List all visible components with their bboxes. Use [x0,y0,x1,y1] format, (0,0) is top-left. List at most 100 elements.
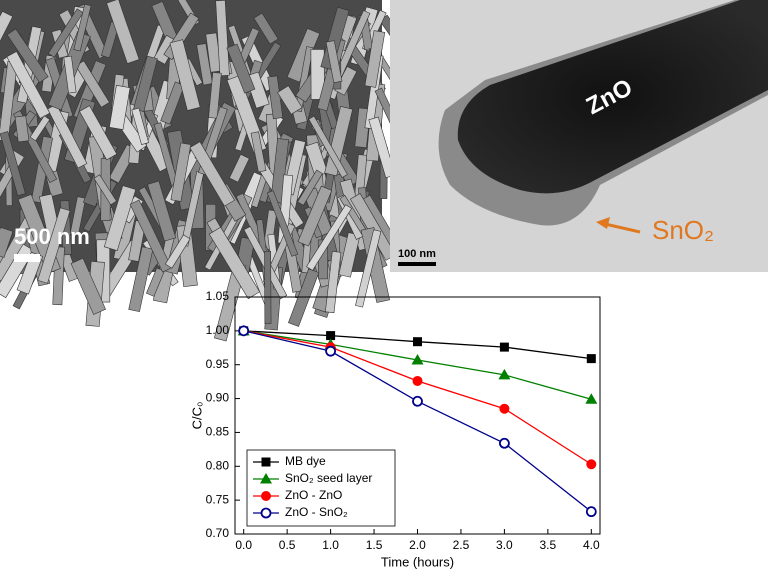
marker [325,345,336,357]
nanorod [79,105,118,161]
tem-scale-bar [398,262,436,266]
y-tick-label: 1.05 [206,289,230,303]
y-tick-label: 0.80 [206,458,230,472]
y-tick-label: 0.70 [206,526,230,540]
y-tick-label: 0.90 [206,391,230,405]
x-tick-label: 2.0 [409,538,426,552]
marker [585,393,598,404]
tem-core [457,0,768,194]
nanorod [69,196,86,236]
x-tick-label: 1.5 [366,538,383,552]
nanorod [0,226,14,258]
nanorod [297,169,323,206]
marker [586,459,597,470]
y-tick-label: 0.85 [206,425,230,439]
nanorod [106,0,140,64]
nanorod [47,8,84,58]
nanorod [0,131,26,197]
sem-scale-bar [14,254,40,262]
marker [499,437,510,449]
marker [499,403,510,414]
nanorod [169,39,201,111]
marker [261,491,271,501]
nanorod [108,85,131,130]
x-tick-label: 0.5 [279,538,296,552]
y-tick-label: 0.95 [206,357,230,371]
tem-arrow-head [596,217,610,229]
x-tick-label: 2.5 [453,538,470,552]
tem-shell-label: SnO₂ [652,215,714,245]
legend-label: ZnO - SnO₂ [285,505,348,519]
nanorod [277,85,303,115]
marker [413,337,422,347]
nanorod [146,267,165,297]
chart: 0.70 0.75 0.80 0.85 0.90 0.95 1.00 1.05 0.0 0.5 1.… [189,289,601,569]
nanorod [288,268,320,327]
x-tick-label: 1.0 [322,538,339,552]
tem-arrow [604,222,641,234]
nanorod [229,153,250,183]
marker [238,325,250,337]
nanorod [73,3,92,52]
marker [326,331,336,341]
nanorod [128,246,154,313]
x-tick-label: 3.5 [540,538,557,552]
marker [586,354,596,364]
nanorod [70,257,106,315]
nanorod [306,204,353,271]
marker [411,353,424,365]
marker [498,368,511,380]
marker [260,473,272,484]
nanorod [308,115,348,178]
nanorod [164,234,191,269]
nanorod [364,30,386,88]
nanorod [6,51,51,119]
nanorod [266,190,299,257]
sem-texture [0,0,412,342]
legend-label: ZnO - ZnO [285,488,342,502]
nanorod [355,229,382,308]
nanorod [297,185,333,247]
nanorod [215,0,230,77]
nanorod [29,115,51,142]
nanorod [6,28,49,83]
nanorod [0,10,14,87]
nanorod [37,207,71,284]
marker [261,457,271,467]
nanorod [196,43,213,86]
x-tick-label: 3.0 [496,538,513,552]
nanorod [325,40,343,84]
nanorod [208,72,222,119]
nanorod [310,49,325,100]
y-tick-label: 0.75 [206,492,230,506]
marker [499,342,509,352]
marker [260,507,272,519]
nanorod [103,185,137,252]
x-tick-label: 0.0 [235,538,252,552]
sem-scale-label: 500 nm [14,224,90,249]
x-axis-title: Time (hours) [381,554,454,569]
y-tick-label: 1.00 [206,323,230,337]
nanorod [253,12,279,45]
tem-rod [438,0,768,226]
nanorod [147,180,177,242]
nanorod [160,81,185,125]
x-tick-label: 4.0 [583,538,600,552]
tem-scale-label: 100 nm [398,248,436,260]
nanorod [63,55,77,94]
nanorod [47,103,88,169]
nanorod [264,251,272,324]
nanorod [129,199,172,273]
nanorod [250,131,267,173]
legend-label: SnO₂ seed layer [285,471,372,485]
marker [412,375,423,386]
nanorod [170,142,192,202]
nanorod [208,226,261,300]
marker [412,395,423,407]
nanorod [131,107,150,146]
nanorod [14,115,30,143]
nanorod [320,6,350,71]
nanorod [226,43,256,94]
